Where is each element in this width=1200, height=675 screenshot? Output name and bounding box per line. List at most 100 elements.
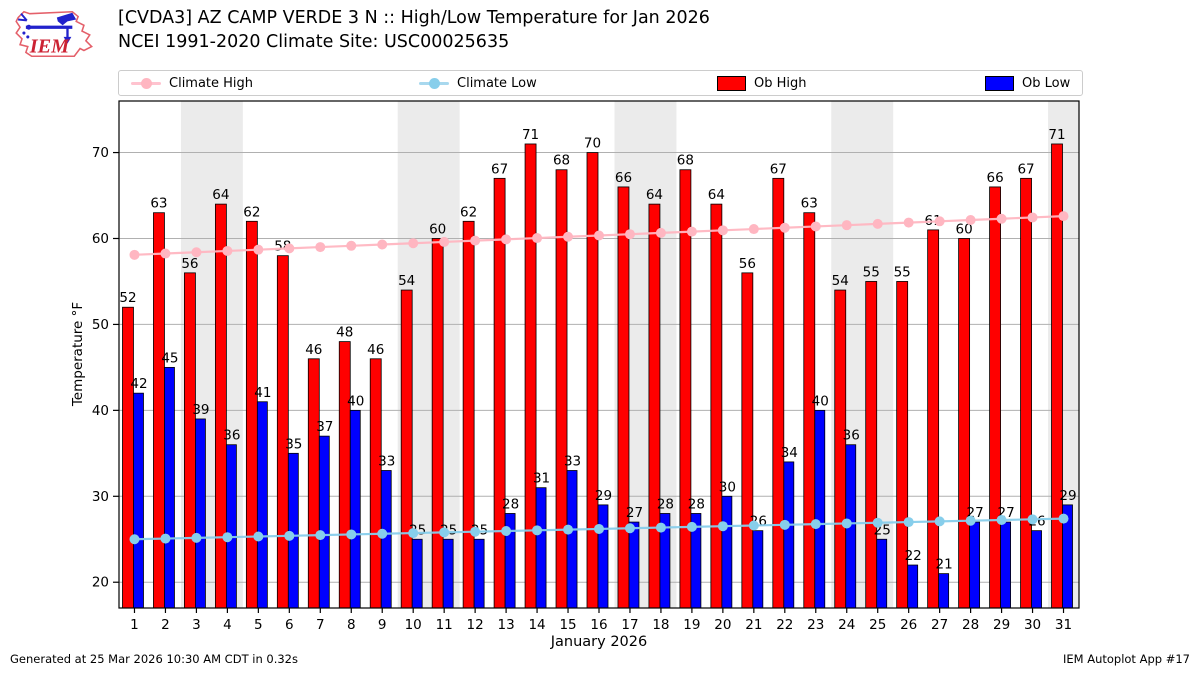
- climate-low-line-marker: [841, 518, 852, 529]
- ob-low-value-label: 21: [936, 557, 953, 573]
- iowa-outline-icon: [15, 10, 93, 58]
- ob-low-bar: [473, 538, 485, 609]
- climate-low-line-marker: [191, 532, 202, 543]
- climate-high-line-marker: [841, 220, 852, 231]
- y-axis-tick-label: 70: [92, 145, 109, 161]
- climate-high-line-marker: [965, 215, 976, 226]
- ob-low-bar: [783, 461, 795, 609]
- ob-low-bar: [752, 530, 764, 609]
- ob-low-value-label: 42: [130, 376, 147, 392]
- legend: Climate High Climate Low Ob High Ob Low: [118, 70, 1083, 96]
- ob-high-value-label: 66: [615, 170, 632, 186]
- climate-low-line-icon: [419, 77, 449, 89]
- footer-generated-text: Generated at 25 Mar 2026 10:30 AM CDT in…: [10, 652, 298, 666]
- legend-label: Ob Low: [1022, 75, 1071, 91]
- ob-low-bar: [876, 538, 888, 609]
- climate-high-line-marker: [810, 221, 821, 232]
- ob-high-bar: [1020, 177, 1032, 609]
- x-axis-tick-label: 5: [254, 617, 263, 633]
- climate-high-line-marker: [253, 244, 264, 255]
- ob-low-bar: [349, 409, 361, 609]
- climate-high-line-marker: [346, 240, 357, 251]
- ob-high-value-label: 66: [986, 170, 1003, 186]
- page-title: [CVDA3] AZ CAMP VERDE 3 N :: High/Low Te…: [118, 8, 710, 28]
- ob-low-bar: [1000, 521, 1011, 609]
- ob-low-bar: [442, 538, 454, 609]
- climate-high-line-marker: [996, 213, 1007, 224]
- ob-high-bar: [431, 238, 444, 609]
- ob-high-value-label: 63: [150, 196, 167, 212]
- ob-high-value-label: 48: [336, 325, 353, 341]
- ob-low-bar: [225, 444, 237, 609]
- climate-low-line-marker: [563, 524, 574, 535]
- x-axis-tick-label: 3: [192, 617, 201, 633]
- y-axis-tick-label: 40: [92, 403, 109, 419]
- ob-low-value-label: 30: [719, 479, 736, 495]
- climate-low-line-marker: [594, 523, 604, 534]
- iem-logo: IEM: [15, 10, 93, 58]
- ob-high-value-label: 56: [181, 256, 198, 272]
- y-axis-tick-label: 20: [92, 575, 109, 591]
- ob-high-bar: [772, 177, 785, 609]
- ob-high-bar: [276, 255, 289, 609]
- x-axis-tick-label: 9: [378, 617, 387, 633]
- ob-low-bar: [969, 521, 981, 609]
- climate-low-line-marker: [532, 525, 543, 536]
- climate-low-line-marker: [1027, 514, 1038, 525]
- x-axis-tick-label: 12: [467, 617, 484, 633]
- ob-high-bar: [184, 272, 196, 609]
- x-axis-tick-label: 29: [993, 617, 1010, 633]
- x-axis-tick-label: 31: [1055, 617, 1072, 633]
- climate-low-line-marker: [686, 521, 697, 532]
- ob-high-bar: [586, 152, 599, 609]
- ob-high-value-label: 71: [522, 127, 539, 143]
- climate-low-line-marker: [253, 531, 264, 542]
- ob-low-value-label: 28: [657, 496, 674, 512]
- climate-low-line-marker: [810, 519, 821, 530]
- climate-high-line-marker: [315, 242, 326, 253]
- ob-high-value-label: 62: [243, 204, 260, 220]
- ob-low-value-label: 39: [192, 402, 209, 418]
- footer-app-text: IEM Autoplot App #17: [1062, 652, 1190, 666]
- ob-low-bar: [814, 409, 826, 609]
- climate-low-line-marker: [655, 522, 666, 533]
- ob-high-bar: [400, 289, 413, 609]
- ob-high-bar: [834, 289, 847, 609]
- weather-vane-icon: [18, 12, 77, 44]
- x-axis-tick-label: 11: [436, 617, 453, 633]
- legend-item-climate-high: Climate High: [131, 71, 253, 95]
- ob-low-bar: [164, 366, 175, 609]
- ob-high-swatch-icon: [717, 75, 746, 91]
- x-axis-tick-label: 7: [316, 617, 325, 633]
- ob-high-bar: [462, 220, 475, 609]
- climate-high-line-marker: [686, 226, 697, 237]
- ob-high-value-label: 64: [646, 187, 663, 203]
- x-axis-tick-label: 21: [745, 617, 762, 633]
- ob-high-value-label: 56: [739, 256, 756, 272]
- ob-high-value-label: 67: [1017, 161, 1034, 177]
- ob-low-value-label: 40: [347, 393, 364, 409]
- ob-high-bar: [710, 203, 723, 609]
- ob-low-bar: [597, 504, 609, 609]
- ob-high-bar: [122, 306, 134, 609]
- ob-low-value-label: 28: [688, 496, 705, 512]
- ob-high-value-label: 68: [677, 153, 694, 169]
- legend-item-ob-low: Ob Low: [985, 71, 1070, 95]
- ob-low-bar: [721, 495, 733, 609]
- climate-high-line-marker: [903, 217, 914, 228]
- ob-low-value-label: 41: [254, 385, 271, 401]
- climate-low-line-marker: [346, 529, 357, 540]
- ob-low-bar: [133, 392, 144, 609]
- x-axis-tick-label: 16: [590, 617, 607, 633]
- ob-low-value-label: 33: [378, 454, 395, 470]
- ob-low-bar: [195, 418, 206, 609]
- ob-low-bar: [1031, 530, 1042, 609]
- ob-low-swatch-icon: [985, 75, 1014, 91]
- climate-high-line-marker: [439, 236, 450, 247]
- climate-low-line-marker: [160, 533, 171, 544]
- x-axis-tick-label: 14: [528, 617, 545, 633]
- climate-high-line-marker: [160, 248, 171, 259]
- climate-high-line-marker: [470, 235, 481, 246]
- climate-low-line-marker: [470, 526, 481, 537]
